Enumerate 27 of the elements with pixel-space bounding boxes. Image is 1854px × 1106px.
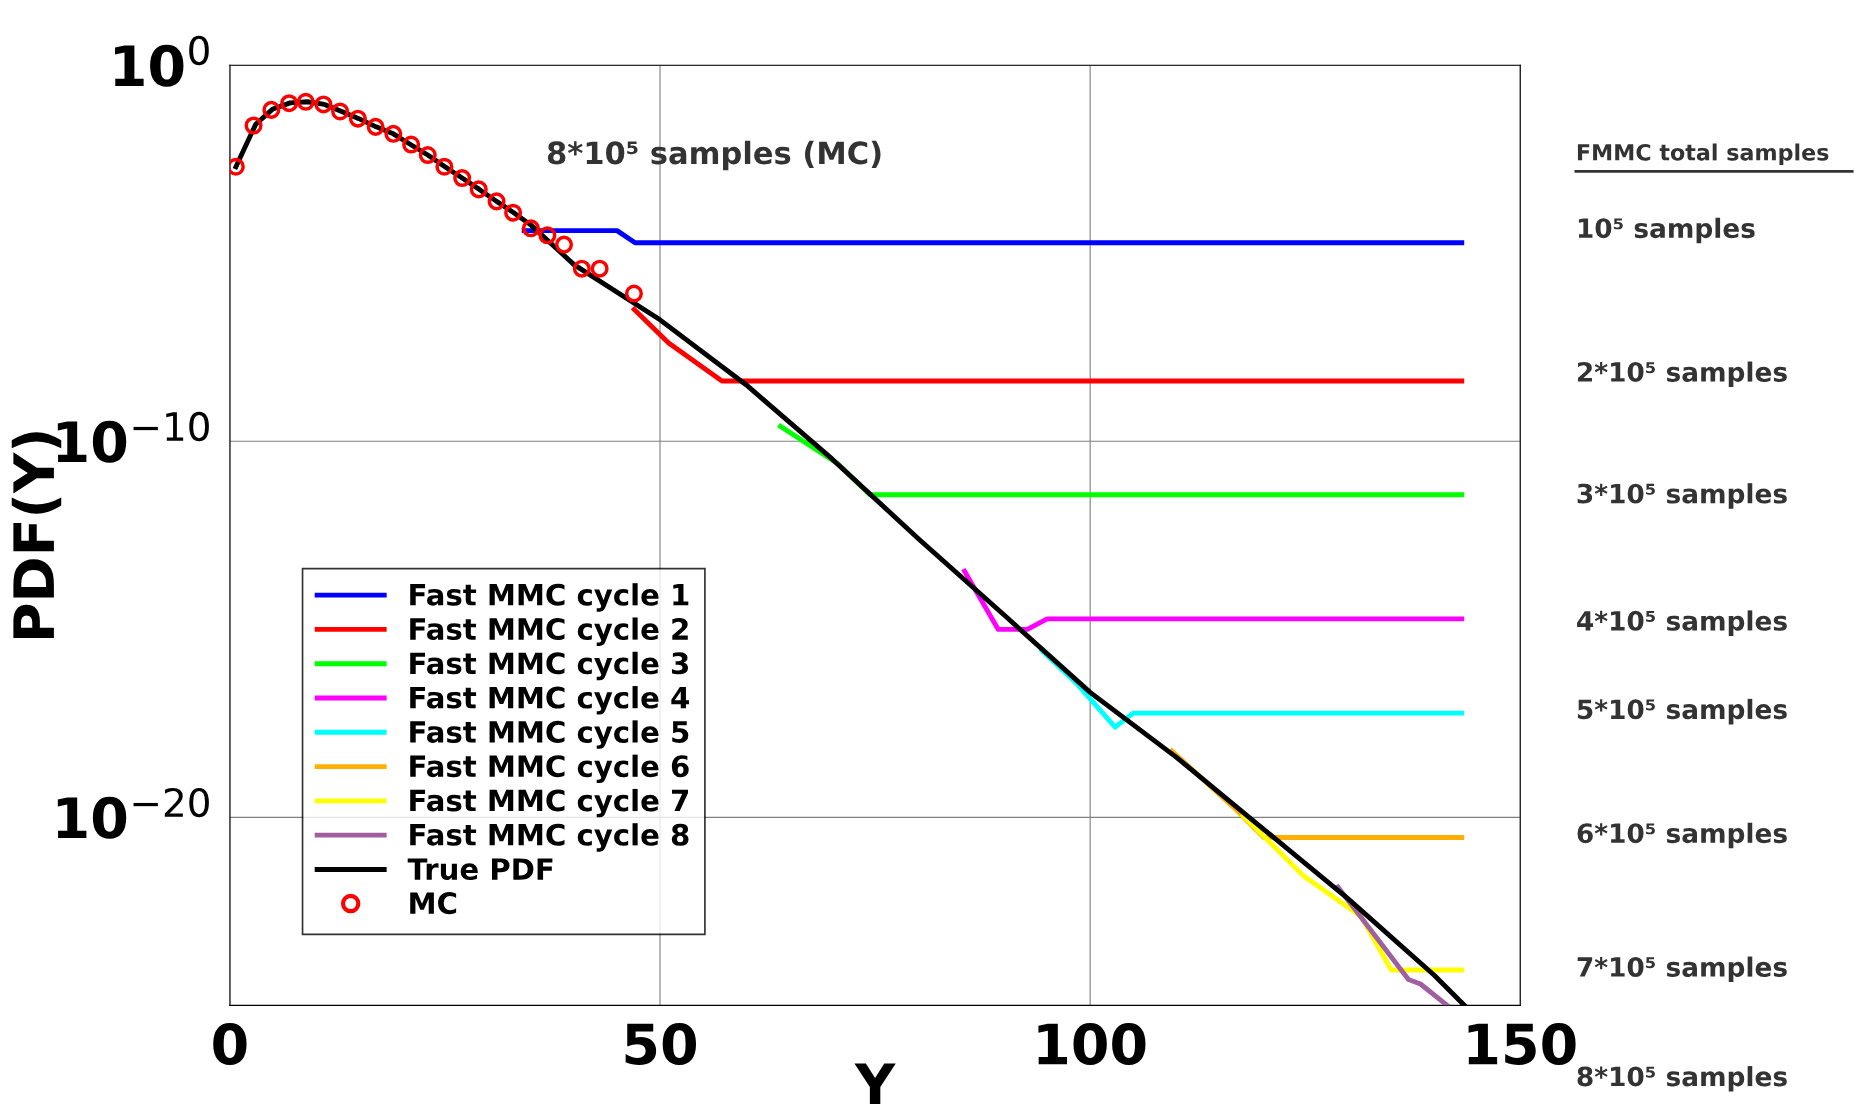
x-axis-title: Y bbox=[854, 1063, 896, 1105]
x-tick-label: 0 bbox=[213, 1023, 247, 1066]
legend-label: True PDF bbox=[407, 858, 553, 881]
y-tick-label: 10$^{0}$ bbox=[115, 35, 209, 87]
legend-label: Fast MMC cycle 3 bbox=[410, 651, 688, 681]
text: 5*10⁵ samples bbox=[1577, 698, 1787, 725]
text: 8*10⁵ samples bbox=[1577, 1066, 1787, 1092]
legend-label: Fast MMC cycle 2 bbox=[410, 617, 688, 646]
text: 6*10⁵ samples bbox=[1577, 822, 1787, 849]
text: 2*10⁵ samples bbox=[1577, 361, 1787, 388]
legend-label: Fast MMC cycle 4 bbox=[410, 686, 689, 715]
legend-label: Fast MMC cycle 7 bbox=[410, 788, 688, 818]
text: 7*10⁵ samples bbox=[1577, 956, 1787, 983]
text: 4*10⁵ samples bbox=[1577, 610, 1787, 636]
x-tick-label: 150 bbox=[1468, 1023, 1576, 1066]
x-tick-label: 50 bbox=[625, 1023, 697, 1066]
legend-label: Fast MMC cycle 8 bbox=[410, 823, 689, 852]
legend-label: Fast MMC cycle 1 bbox=[410, 583, 689, 612]
x-tick-label: 100 bbox=[1038, 1023, 1146, 1066]
legend-label: Fast MMC cycle 6 bbox=[410, 754, 689, 784]
annotation: 8*10⁵ samples (MC) bbox=[547, 140, 881, 171]
text: FMMC total samples bbox=[1577, 143, 1829, 165]
text: 10⁵ samples bbox=[1578, 217, 1755, 244]
legend-label: MC bbox=[410, 892, 457, 915]
y-tick-label: 10$^{−20}$ bbox=[57, 787, 209, 839]
text: 3*10⁵ samples bbox=[1577, 483, 1787, 509]
legend-label: Fast MMC cycle 5 bbox=[410, 720, 689, 749]
